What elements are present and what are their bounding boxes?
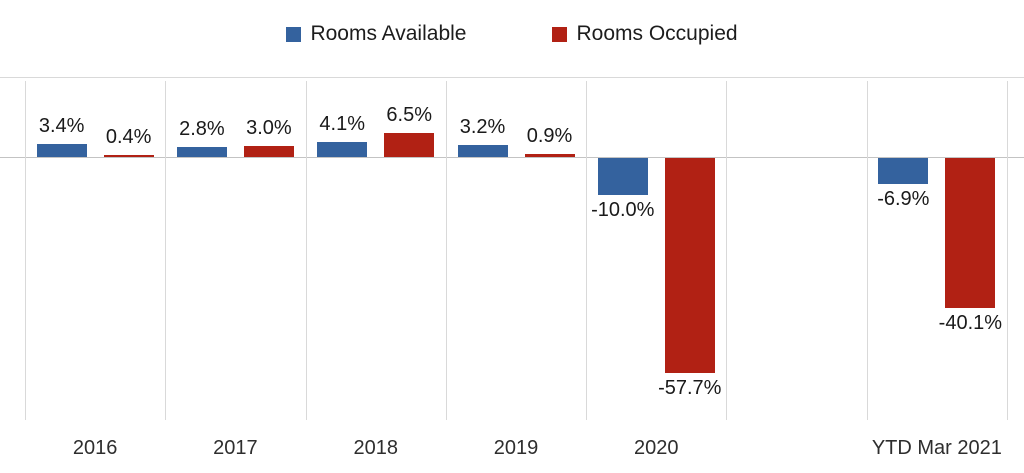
data-label-rooms-occupied-2017: 3.0%	[246, 117, 292, 139]
bar-rooms-available-2016[interactable]	[36, 144, 87, 157]
bar-rooms-occupied-ytd-mar-2021[interactable]	[945, 158, 996, 308]
category-gridline	[445, 81, 447, 420]
bar-rooms-occupied-2019[interactable]	[524, 154, 575, 157]
legend-item-rooms-available[interactable]: Rooms Available	[286, 22, 466, 46]
category-gridline	[726, 81, 728, 420]
legend: Rooms Available Rooms Occupied	[0, 22, 1024, 46]
legend-item-rooms-occupied[interactable]: Rooms Occupied	[552, 22, 738, 46]
bar-rooms-occupied-2016[interactable]	[103, 155, 154, 157]
category-gridline	[1007, 81, 1008, 420]
data-label-rooms-available-ytd-mar-2021: -6.9%	[877, 188, 930, 210]
data-label-rooms-available-2016: 3.4%	[38, 115, 85, 137]
x-axis-label-2020: 2020	[634, 437, 679, 459]
data-label-rooms-occupied-2019: 0.9%	[526, 125, 573, 147]
data-label-rooms-occupied-2016: 0.4%	[105, 126, 152, 148]
bar-rooms-available-2017[interactable]	[176, 147, 227, 157]
bar-rooms-available-ytd-mar-2021[interactable]	[878, 158, 929, 184]
x-axis-label-2017: 2017	[213, 437, 258, 459]
data-label-rooms-available-2018: 4.1%	[319, 113, 365, 135]
bar-rooms-available-2020[interactable]	[597, 158, 648, 195]
data-label-rooms-occupied-2020: -57.7%	[658, 377, 722, 399]
category-gridline	[866, 81, 868, 420]
legend-label: Rooms Available	[310, 22, 467, 45]
data-label-rooms-available-2020: -10.0%	[591, 199, 655, 221]
bar-rooms-available-2019[interactable]	[457, 145, 508, 157]
bar-rooms-occupied-2020[interactable]	[664, 158, 715, 373]
x-axis-label-2016: 2016	[72, 437, 118, 459]
bar-rooms-available-2018[interactable]	[317, 142, 368, 157]
bar-rooms-occupied-2017[interactable]	[243, 146, 294, 157]
zero-axis-line	[0, 157, 1024, 158]
plot-area: 3.4% 0.4% 2.8% 3.0% 4.1% 6.5% 3.2% 0.9% -10.0% -5…	[0, 77, 1024, 421]
data-label-rooms-available-2017: 2.8%	[179, 118, 225, 140]
category-gridline	[305, 81, 307, 420]
x-axis-label-ytd-mar-2021: YTD Mar 2021	[871, 437, 1002, 459]
rooms-occupied-swatch-icon	[552, 26, 568, 42]
x-axis-label-2019: 2019	[493, 437, 539, 459]
bar-rooms-occupied-2018[interactable]	[384, 133, 435, 157]
rooms-available-swatch-icon	[286, 26, 302, 42]
data-label-rooms-occupied-ytd-mar-2021: -40.1%	[938, 312, 1003, 334]
category-gridline	[25, 81, 26, 420]
x-axis-label-2018: 2018	[353, 437, 398, 459]
data-label-rooms-available-2019: 3.2%	[459, 116, 506, 138]
legend-label: Rooms Occupied	[576, 22, 738, 45]
category-gridline	[586, 81, 588, 420]
category-gridline	[165, 81, 167, 420]
data-label-rooms-occupied-2018: 6.5%	[386, 104, 432, 126]
